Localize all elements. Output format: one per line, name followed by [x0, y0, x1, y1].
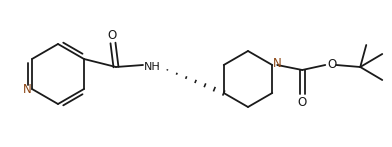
Text: N: N: [273, 56, 281, 70]
Text: O: O: [107, 29, 116, 41]
Text: O: O: [328, 57, 337, 71]
Text: NH: NH: [143, 62, 160, 72]
Text: N: N: [23, 82, 31, 96]
Text: O: O: [298, 96, 307, 108]
